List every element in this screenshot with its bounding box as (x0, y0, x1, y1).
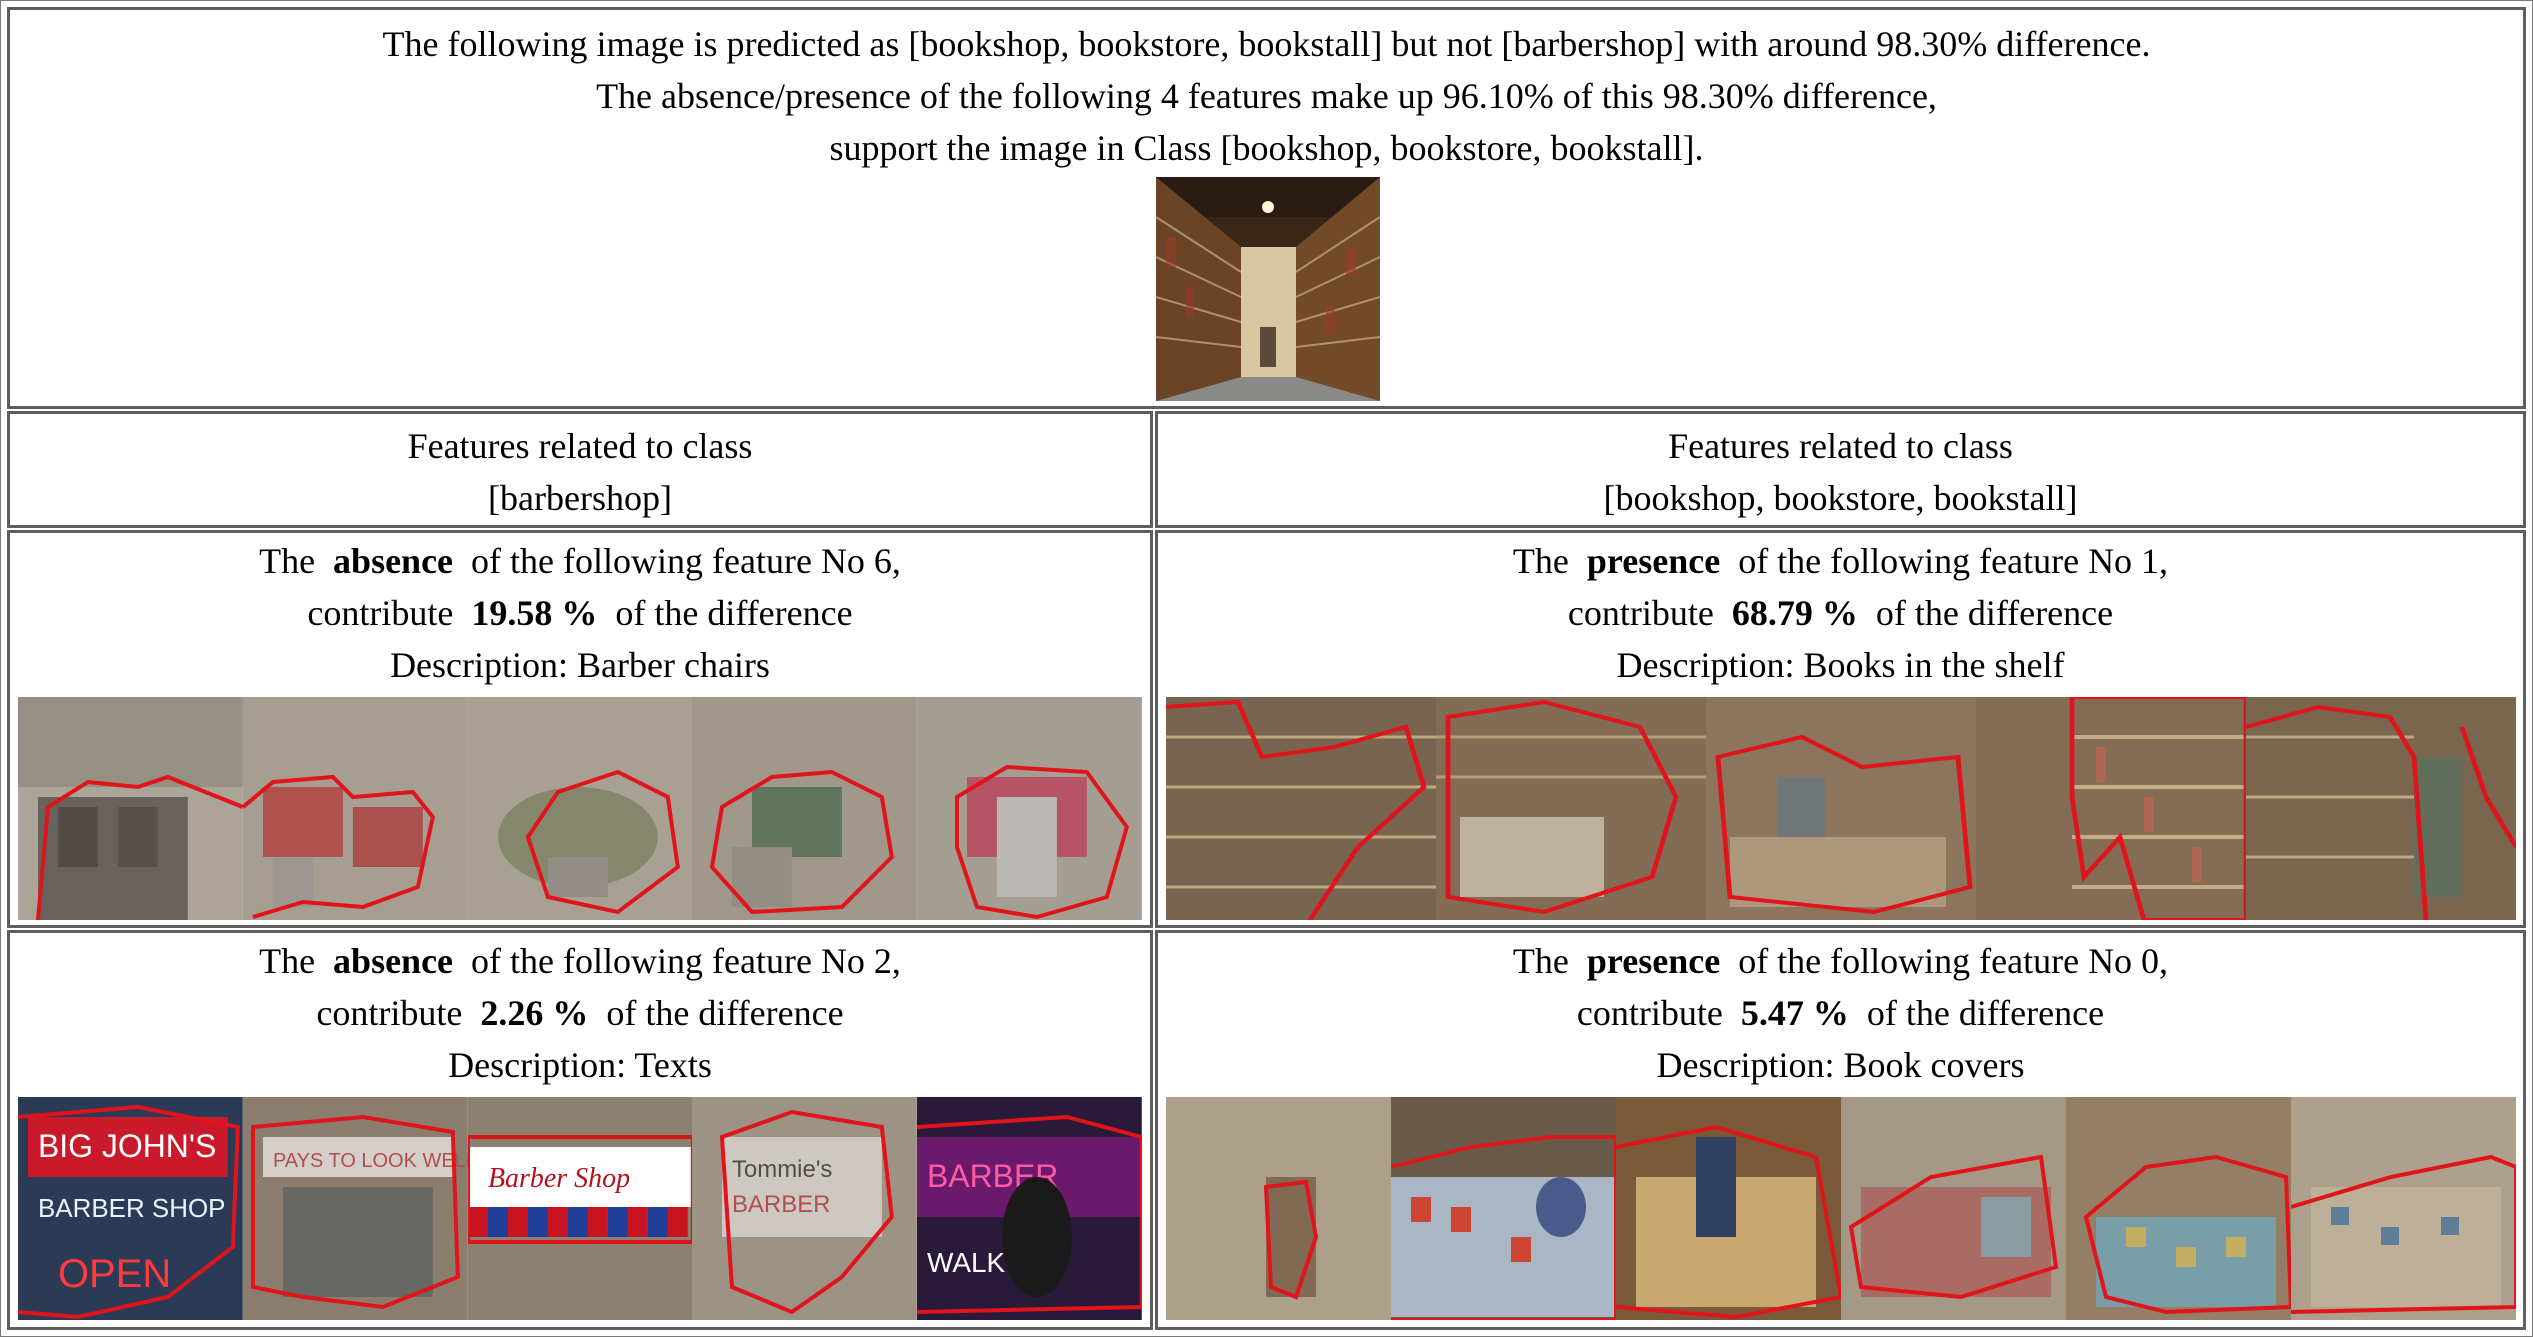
strip-image: Tommie's BARBER (692, 1097, 918, 1320)
feature-percent: 2.26 % (480, 993, 589, 1033)
strip-image (1436, 697, 1706, 920)
feature-kind: presence (1586, 941, 1721, 981)
strip-image (1841, 1097, 2066, 1320)
left-header-line-2: [barbershop] (488, 478, 672, 518)
strip-image (1166, 697, 1436, 920)
texts-image-strip: BIG JOHN'S BARBER SHOP OPEN PAYS TO LOOK W… (18, 1097, 1142, 1320)
right-header-line-2: [bookshop, bookstore, bookstall] (1603, 478, 2078, 518)
feature-cell-books-in-shelf: The presence of the following feature No… (1155, 530, 2526, 928)
strip-image (2291, 1097, 2516, 1320)
strip-image: BARBER WALK-IN (917, 1097, 1142, 1320)
feature-rest: of the following feature No 2, (471, 941, 901, 981)
sign-text: BARBER SHOP (38, 1193, 226, 1223)
strip-image (1706, 697, 1976, 920)
feature-rest: of the following feature No 0, (1738, 941, 2169, 981)
sign-text: Barber Shop (488, 1163, 630, 1194)
strip-image (2246, 697, 2516, 920)
strip-image (467, 697, 693, 920)
strip-image: BIG JOHN'S BARBER SHOP OPEN (18, 1097, 243, 1320)
feature-kind: absence (333, 541, 454, 581)
sign-text: Tommie's (732, 1156, 832, 1183)
feature-tail: of the difference (1866, 993, 2105, 1033)
strip-image (242, 697, 468, 920)
feature-description: Description: Texts (448, 1045, 712, 1085)
strip-image: PAYS TO LOOK WELL (242, 1097, 468, 1320)
feature-line-1: The absence of the following feature No … (10, 535, 1150, 587)
left-header-line-1: Features related to class (407, 426, 753, 466)
feature-the: The (1512, 941, 1569, 981)
feature-line-1: The absence of the following feature No … (10, 935, 1150, 987)
feature-percent: 68.79 % (1731, 593, 1858, 633)
feature-description: Description: Barber chairs (390, 645, 770, 685)
feature-the: The (1512, 541, 1569, 581)
right-header-line-1: Features related to class (1668, 426, 2013, 466)
feature-kind: absence (333, 941, 454, 981)
feature-line-2: contribute 19.58 % of the difference (10, 587, 1150, 639)
feature-line-2: contribute 2.26 % of the difference (10, 987, 1150, 1039)
feature-contribute: contribute (307, 593, 454, 633)
feature-rest: of the following feature No 1, (1738, 541, 2169, 581)
feature-line-1: The presence of the following feature No… (1158, 935, 2523, 987)
feature-line-1: The presence of the following feature No… (1158, 535, 2523, 587)
feature-cell-barber-chairs: The absence of the following feature No … (7, 530, 1153, 928)
strip-image (1616, 1097, 1841, 1320)
feature-the: The (259, 941, 316, 981)
feature-kind: presence (1586, 541, 1721, 581)
summary-line-3: support the image in Class [bookshop, bo… (829, 128, 1704, 168)
feature-percent: 5.47 % (1740, 993, 1849, 1033)
sign-text: PAYS TO LOOK WELL (273, 1150, 468, 1172)
summary-line-1: The following image is predicted as [boo… (382, 24, 2151, 64)
feature-percent: 19.58 % (471, 593, 598, 633)
barber-chairs-image-strip (18, 697, 1142, 920)
feature-cell-book-covers: The presence of the following feature No… (1155, 930, 2526, 1330)
feature-contribute: contribute (316, 993, 463, 1033)
books-shelf-image-strip (1166, 697, 2516, 920)
feature-line-2: contribute 5.47 % of the difference (1158, 987, 2523, 1039)
left-column-header: Features related to class [barbershop] (7, 411, 1153, 528)
strip-image (2066, 1097, 2291, 1320)
summary-line-2: The absence/presence of the following 4 … (596, 76, 1937, 116)
sign-text: BIG JOHN'S (38, 1128, 216, 1164)
feature-tail: of the difference (1875, 593, 2114, 633)
right-column-header: Features related to class [bookshop, boo… (1155, 411, 2526, 528)
sign-text: BARBER (732, 1191, 831, 1218)
feature-tail: of the difference (615, 593, 853, 633)
feature-description: Description: Book covers (1656, 1045, 2025, 1085)
feature-rest: of the following feature No 6, (471, 541, 901, 581)
strip-image (917, 697, 1142, 920)
strip-image: Barber Shop (467, 1097, 693, 1320)
sign-text: OPEN (58, 1252, 171, 1296)
book-covers-image-strip (1166, 1097, 2516, 1320)
feature-the: The (259, 541, 316, 581)
strip-image (692, 697, 918, 920)
feature-cell-texts: The absence of the following feature No … (7, 930, 1153, 1330)
feature-tail: of the difference (606, 993, 844, 1033)
feature-contribute: contribute (1576, 993, 1723, 1033)
feature-contribute: contribute (1567, 593, 1714, 633)
feature-line-2: contribute 68.79 % of the difference (1158, 587, 2523, 639)
strip-image (1976, 697, 2246, 920)
summary-cell: The following image is predicted as [boo… (7, 7, 2526, 409)
input-image-bookshop-aisle (1156, 177, 1380, 401)
feature-description: Description: Books in the shelf (1616, 645, 2065, 685)
strip-image (1166, 1097, 1391, 1320)
strip-image (1391, 1097, 1616, 1320)
strip-image (18, 697, 243, 920)
